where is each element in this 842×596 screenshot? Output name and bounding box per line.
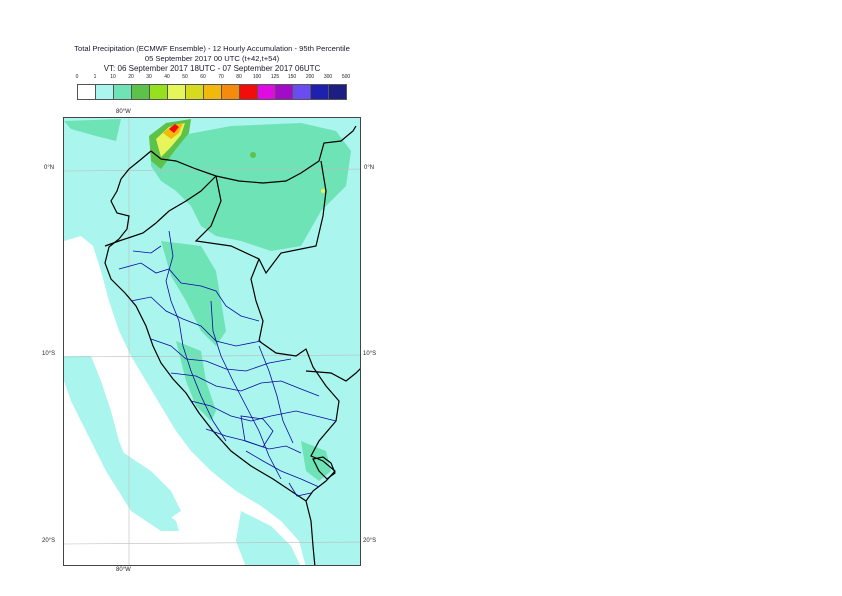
map-title: Total Precipitation (ECMWF Ensemble) - 1…	[74, 44, 350, 53]
legend-tick: 500	[341, 74, 351, 80]
legend-tick: 1	[93, 74, 97, 80]
legend-swatch	[185, 84, 204, 100]
lat-label-left: 20°S	[42, 538, 56, 544]
coastline	[104, 150, 316, 565]
precipitation-map	[63, 117, 361, 566]
legend-swatch	[275, 84, 293, 100]
country-border	[250, 258, 340, 502]
parallel-10s	[64, 354, 360, 358]
region-border	[258, 345, 294, 444]
precip-area-mid	[151, 123, 351, 251]
legend-tick: 80	[236, 74, 242, 80]
legend-swatch	[95, 84, 114, 100]
region-border	[240, 415, 274, 448]
country-border	[150, 125, 357, 184]
precip-area-light	[121, 451, 181, 521]
region-border	[130, 296, 262, 347]
legend-swatch	[310, 84, 329, 100]
run-time: 05 September 2017 00 UTC (t+42,t+54)	[144, 54, 280, 63]
legend-tick: 10	[110, 74, 116, 80]
legend-swatch	[167, 84, 186, 100]
lat-label-left: 0°N	[44, 165, 55, 171]
legend-tick: 60	[200, 74, 206, 80]
country-border	[104, 175, 217, 247]
valid-time: VT: 06 September 2017 18UTC - 07 Septemb…	[103, 64, 321, 73]
legend-swatch	[131, 84, 150, 100]
legend-swatch	[292, 84, 311, 100]
precip-area-mid	[301, 441, 331, 481]
precip-area-light	[236, 511, 301, 565]
parallel-0	[64, 168, 360, 172]
country-border	[305, 368, 360, 382]
legend-tick: 300	[323, 74, 333, 80]
legend-tick: 0	[75, 74, 79, 80]
legend-swatch	[221, 84, 240, 100]
region-border	[132, 245, 162, 254]
legend-swatch	[203, 84, 222, 100]
legend-tick: 20	[128, 74, 134, 80]
legend-swatch	[149, 84, 168, 100]
region-border	[288, 482, 312, 497]
lake-titicaca	[312, 456, 336, 480]
legend-swatch	[77, 84, 96, 100]
country-border	[194, 160, 327, 275]
legend-swatch	[257, 84, 276, 100]
precip-spot	[321, 189, 325, 193]
lat-label-right: 0°N	[364, 165, 375, 171]
lat-label-right: 20°S	[363, 538, 377, 544]
legend-tick: 100	[252, 74, 262, 80]
legend-tick: 40	[164, 74, 170, 80]
region-border	[118, 262, 260, 322]
region-border	[150, 338, 292, 372]
legend-swatch	[239, 84, 258, 100]
legend-tick: 125	[270, 74, 280, 80]
legend-tick: 30	[146, 74, 152, 80]
region-border	[170, 372, 320, 397]
legend-tick: 70	[218, 74, 224, 80]
precip-area-mid	[161, 241, 226, 346]
legend-tick: 150	[287, 74, 297, 80]
precip-area-mid	[176, 341, 216, 421]
legend-swatch	[113, 84, 132, 100]
color-legend: 0 1 10 20 30 40 50 60 70 80 100 125 150 …	[0, 74, 424, 104]
precip-area-light	[64, 356, 179, 531]
precip-spot	[250, 152, 256, 158]
region-border	[165, 230, 227, 442]
legend-swatch	[328, 84, 347, 100]
precip-area-mid	[64, 119, 121, 141]
region-border	[245, 450, 320, 488]
lon-label-bottom: 80°W	[116, 567, 131, 573]
lon-label-top: 80°W	[116, 109, 131, 115]
lat-label-right: 10°S	[363, 351, 377, 357]
legend-tick: 200	[305, 74, 315, 80]
region-border	[210, 300, 282, 480]
precip-area-heavy	[169, 124, 179, 133]
map-canvas	[64, 118, 360, 565]
legend-tick: 50	[182, 74, 188, 80]
lat-label-left: 10°S	[42, 351, 56, 357]
